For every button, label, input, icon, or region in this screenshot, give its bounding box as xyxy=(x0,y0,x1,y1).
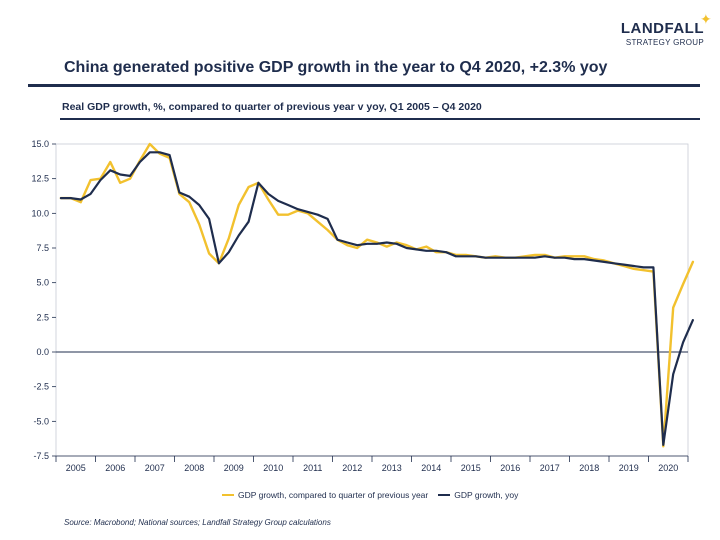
x-tick-label: 2015 xyxy=(461,463,481,473)
subtitle-divider xyxy=(60,118,700,120)
series-line-yoy xyxy=(59,151,695,446)
x-tick-label: 2018 xyxy=(579,463,599,473)
y-tick-label: 7.5 xyxy=(36,243,49,253)
x-tick-label: 2009 xyxy=(224,463,244,473)
y-tick-label: 2.5 xyxy=(36,312,49,322)
y-tick-label: 15.0 xyxy=(31,139,49,149)
y-tick-label: -2.5 xyxy=(33,382,49,392)
legend-swatch-navy xyxy=(438,494,451,496)
title-divider xyxy=(28,84,700,87)
x-tick-label: 2017 xyxy=(540,463,560,473)
x-tick-label: 2012 xyxy=(342,463,362,473)
legend-item-yoy: GDP growth, yoy xyxy=(438,490,518,500)
star-icon: ✦ xyxy=(700,11,712,27)
y-tick-label: 10.0 xyxy=(31,208,49,218)
x-tick-label: 2013 xyxy=(382,463,402,473)
series-line-quarterly xyxy=(59,142,695,448)
y-tick-label: -7.5 xyxy=(33,451,49,461)
x-tick-label: 2014 xyxy=(421,463,441,473)
plot-frame xyxy=(55,143,689,457)
chart-lines xyxy=(59,142,695,448)
x-tick-label: 2020 xyxy=(658,463,678,473)
x-tick-label: 2007 xyxy=(145,463,165,473)
x-tick-label: 2019 xyxy=(619,463,639,473)
source-note: Source: Macrobond; National sources; Lan… xyxy=(64,518,331,527)
x-tick-label: 2011 xyxy=(303,463,322,473)
x-tick-label: 2005 xyxy=(66,463,86,473)
chart-subtitle: Real GDP growth, %, compared to quarter … xyxy=(62,101,482,113)
chart-axes: 15.0 12.5 10.0 7.5 5.0 2.5 0.0 -2.5 -5.0 -7.5 2005… xyxy=(31,139,689,473)
x-tick-label: 2016 xyxy=(500,463,520,473)
y-tick-label: 12.5 xyxy=(31,174,49,184)
page-title: China generated positive GDP growth in t… xyxy=(64,59,608,76)
chart-legend: GDP growth, compared to quarter of previ… xyxy=(222,490,528,500)
legend-swatch-gold xyxy=(222,494,234,496)
legend-label-quarterly: GDP growth, compared to quarter of previ… xyxy=(238,490,429,500)
x-tick-label: 2010 xyxy=(263,463,283,473)
logo-subtitle: STRATEGY GROUP xyxy=(625,38,704,47)
legend-item-quarterly: GDP growth, compared to quarter of previ… xyxy=(222,490,428,500)
y-tick-label: 5.0 xyxy=(36,278,49,288)
y-tick-label: 0.0 xyxy=(36,347,49,357)
legend-label-yoy: GDP growth, yoy xyxy=(454,490,519,500)
x-tick-label: 2008 xyxy=(184,463,204,473)
logo-name: LANDFALL xyxy=(620,20,704,37)
y-tick-label: -5.0 xyxy=(33,416,49,426)
x-tick-label: 2006 xyxy=(105,463,125,473)
